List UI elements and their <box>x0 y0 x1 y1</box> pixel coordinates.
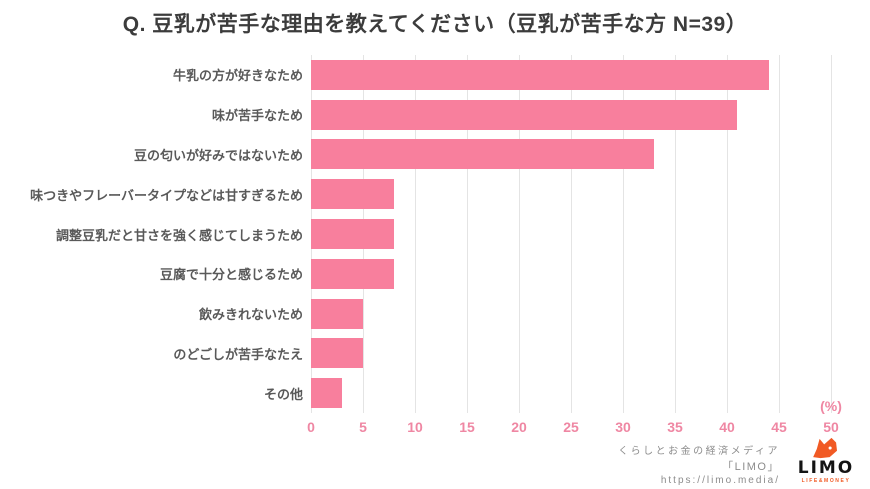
bar-row <box>311 373 831 413</box>
category-label: 飲みきれないため <box>198 307 303 323</box>
bar-row <box>311 333 831 373</box>
gridline <box>675 55 676 413</box>
footer-credit: くらしとお金の経済メディア 「LIMO」 https://limo.media/… <box>618 437 862 486</box>
bar <box>311 99 738 130</box>
x-tick-label: 40 <box>719 419 735 435</box>
gridline <box>415 55 416 413</box>
category-label: のどごしが苦手なたえ <box>173 346 303 362</box>
category-label: 味つきやフレーバータイプなどは甘すぎるため <box>30 187 303 203</box>
footer-url: https://limo.media/ <box>660 475 780 486</box>
bar <box>311 59 769 90</box>
footer-brand: 「LIMO」 <box>722 461 780 473</box>
unit-label: (%) <box>820 398 842 414</box>
gridline <box>623 55 624 413</box>
logo-wordmark: LIMO <box>797 458 855 478</box>
bar-row <box>311 294 831 334</box>
x-axis: (%) 0 5 10 15 20 25 30 35 40 45 50 <box>307 398 842 438</box>
bar-row <box>311 214 831 254</box>
bar <box>311 378 343 409</box>
x-tick-label: 5 <box>359 419 367 435</box>
x-tick-label: 50 <box>823 419 839 435</box>
category-label: 調整豆乳だと甘さを強く感じてしまうため <box>55 227 303 243</box>
bar <box>311 258 395 289</box>
x-tick-label: 35 <box>667 419 683 435</box>
bar <box>311 338 363 369</box>
bar <box>311 139 655 170</box>
footer-text-block: くらしとお金の経済メディア 「LIMO」 https://limo.media/ <box>618 442 780 486</box>
category-label: 豆の匂いが好みではないため <box>133 147 303 163</box>
footer-tagline: くらしとお金の経済メディア <box>618 446 780 457</box>
gridline <box>467 55 468 413</box>
chart-title: Q. 豆乳が苦手な理由を教えてください（豆乳が苦手な方 N=39） <box>122 13 748 36</box>
x-tick-label: 0 <box>307 419 315 435</box>
x-tick-label: 15 <box>459 419 475 435</box>
bar <box>311 298 363 329</box>
category-labels: 牛乳の方が好きなため味が苦手なため豆の匂いが好みではないため味つきやフレーバータ… <box>0 55 303 413</box>
logo-tagline: LIFE&MONEY <box>801 478 851 484</box>
x-tick-label: 10 <box>407 419 423 435</box>
x-tick-label: 45 <box>771 419 787 435</box>
gridline <box>519 55 520 413</box>
bar-row <box>311 55 831 95</box>
category-label: 味が苦手なため <box>211 108 303 124</box>
gridline <box>831 55 832 413</box>
bar <box>311 179 395 210</box>
category-label: 牛乳の方が好きなため <box>172 68 303 84</box>
bar-row <box>311 95 831 135</box>
gridline <box>779 55 780 413</box>
bar <box>311 219 395 250</box>
limo-fox-icon <box>813 437 837 459</box>
x-tick-label: 30 <box>615 419 631 435</box>
category-label: その他 <box>263 386 303 402</box>
bar-row <box>311 174 831 214</box>
gridline <box>727 55 728 413</box>
limo-logo: LIMO LIFE&MONEY <box>790 437 862 484</box>
plot-area <box>311 55 832 413</box>
x-tick-label: 20 <box>511 419 527 435</box>
bar-row <box>311 135 831 175</box>
x-tick-label: 25 <box>563 419 579 435</box>
gridline <box>571 55 572 413</box>
category-label: 豆腐で十分と感じるため <box>159 267 303 283</box>
bar-rows <box>311 55 831 413</box>
bar-row <box>311 254 831 294</box>
